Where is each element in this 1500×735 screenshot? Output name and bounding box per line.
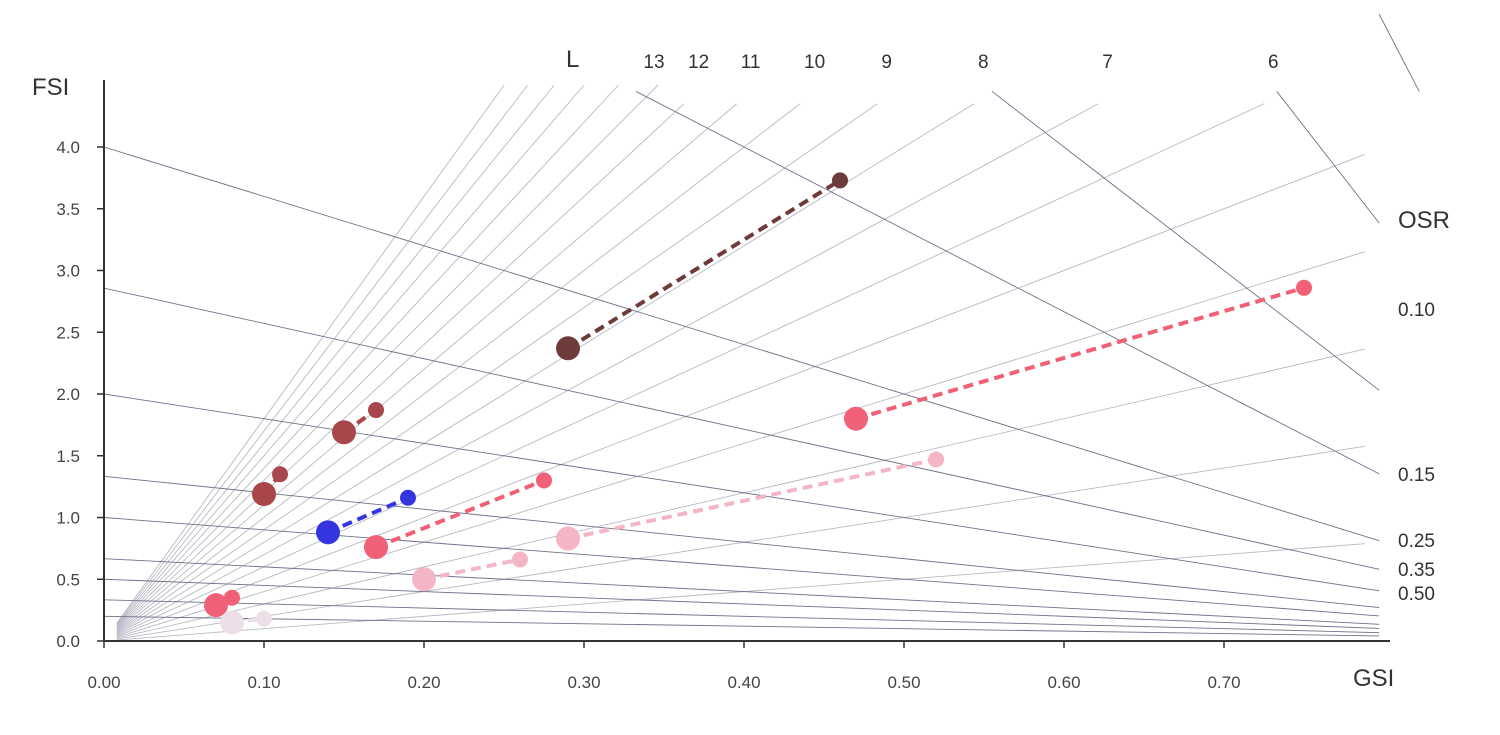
series-start-point [364, 535, 388, 560]
series-start-point [412, 567, 436, 592]
layer-line [116, 84, 585, 627]
axis-names: FSI GSI L OSR [32, 46, 1450, 692]
x-tick-label: 0.00 [87, 673, 120, 692]
osr-line [103, 393, 1380, 592]
layer-line-label: 7 [1102, 52, 1113, 73]
series-end-point [224, 589, 240, 606]
grid-lines: 6 7 8 9 10 11 12 13 0.10 0.15 0.25 0.35 0.50 [103, 14, 1435, 641]
layer-line [116, 103, 878, 633]
osr-label: OSR [1398, 207, 1450, 234]
series-end-point [512, 551, 528, 568]
y-tick-label: 2.5 [56, 323, 80, 342]
osr-line [103, 558, 1380, 625]
osr-line [103, 615, 1380, 637]
osr-line [635, 91, 1380, 475]
series-end-point [1296, 279, 1312, 296]
layer-line-label: 6 [1268, 52, 1279, 73]
series-start-point [556, 336, 580, 361]
y-tick-label: 1.0 [56, 509, 80, 528]
tick-labels: 0.00 0.10 0.20 0.30 0.40 0.50 0.60 0.70 0.0 0.5 1.… [56, 138, 1240, 692]
layer-line-label: 8 [978, 52, 989, 73]
series-start-point [332, 420, 356, 445]
x-tick-label: 0.40 [727, 673, 760, 692]
layer-line-label: 12 [688, 52, 709, 73]
series-connector [855, 285, 1305, 421]
layer-line [116, 445, 1365, 640]
osr-line [1378, 14, 1420, 92]
osr-line-label: 0.35 [1398, 560, 1435, 581]
layer-line [116, 103, 685, 630]
y-tick-label: 3.0 [56, 262, 80, 281]
x-tick-label: 0.70 [1207, 673, 1240, 692]
osr-line [103, 146, 1380, 542]
series-connector [423, 557, 521, 582]
series-start-point [556, 526, 580, 551]
series-start-point [204, 593, 228, 618]
osr-line [103, 599, 1380, 634]
data-series [204, 172, 1312, 635]
layer-line [116, 251, 1365, 638]
layer-line [116, 84, 659, 629]
series-start-point [220, 610, 244, 635]
layer-line [116, 153, 1365, 637]
series-end-point [400, 489, 416, 506]
osr-line-label: 0.50 [1398, 584, 1435, 605]
x-tick-label: 0.50 [887, 673, 920, 692]
series-connector [566, 178, 842, 351]
osr-line [1276, 91, 1380, 224]
osr-line-label: 0.10 [1398, 300, 1435, 321]
series-end-point [368, 402, 384, 419]
series-start-point [844, 406, 868, 431]
x-tick-label: 0.20 [407, 673, 440, 692]
osr-line [991, 91, 1380, 391]
series-end-point [536, 472, 552, 489]
x-axis-label: GSI [1353, 665, 1394, 692]
series-connector [327, 495, 409, 535]
y-tick-label: 4.0 [56, 138, 80, 157]
osr-line [103, 578, 1380, 629]
series-end-point [928, 451, 944, 468]
osr-line [103, 287, 1380, 570]
series-start-point [252, 482, 276, 507]
series-end-point [256, 610, 272, 627]
layer-line [116, 84, 619, 628]
osr-line-label: 0.25 [1398, 531, 1435, 552]
series-connector [375, 478, 545, 549]
layer-line [116, 103, 1265, 636]
x-tick-label: 0.60 [1047, 673, 1080, 692]
x-tick-label: 0.10 [247, 673, 280, 692]
osr-line [103, 475, 1380, 609]
series-start-point [316, 520, 340, 545]
layer-line [116, 103, 801, 632]
layer-line [116, 84, 505, 624]
layers-label: L [566, 46, 579, 73]
layer-line [116, 103, 738, 631]
series-end-point [832, 172, 848, 189]
layer-line [116, 103, 1099, 635]
layer-line-label: 10 [804, 52, 825, 73]
layer-line [116, 84, 528, 625]
y-tick-label: 3.5 [56, 200, 80, 219]
layer-line-label: 9 [881, 52, 892, 73]
osr-line-label: 0.15 [1398, 465, 1435, 486]
series-end-point [272, 466, 288, 483]
y-tick-label: 0.5 [56, 570, 80, 589]
series-connector [567, 457, 937, 541]
y-tick-label: 2.0 [56, 385, 80, 404]
axes [103, 80, 1390, 642]
layer-line [116, 84, 555, 626]
layer-line-label: 11 [741, 52, 761, 73]
x-tick-label: 0.30 [567, 673, 600, 692]
layer-line-label: 13 [643, 52, 664, 73]
layer-line [116, 348, 1365, 639]
y-tick-label: 1.5 [56, 447, 80, 466]
y-tick-label: 0.0 [56, 632, 80, 651]
y-axis-label: FSI [32, 74, 69, 101]
